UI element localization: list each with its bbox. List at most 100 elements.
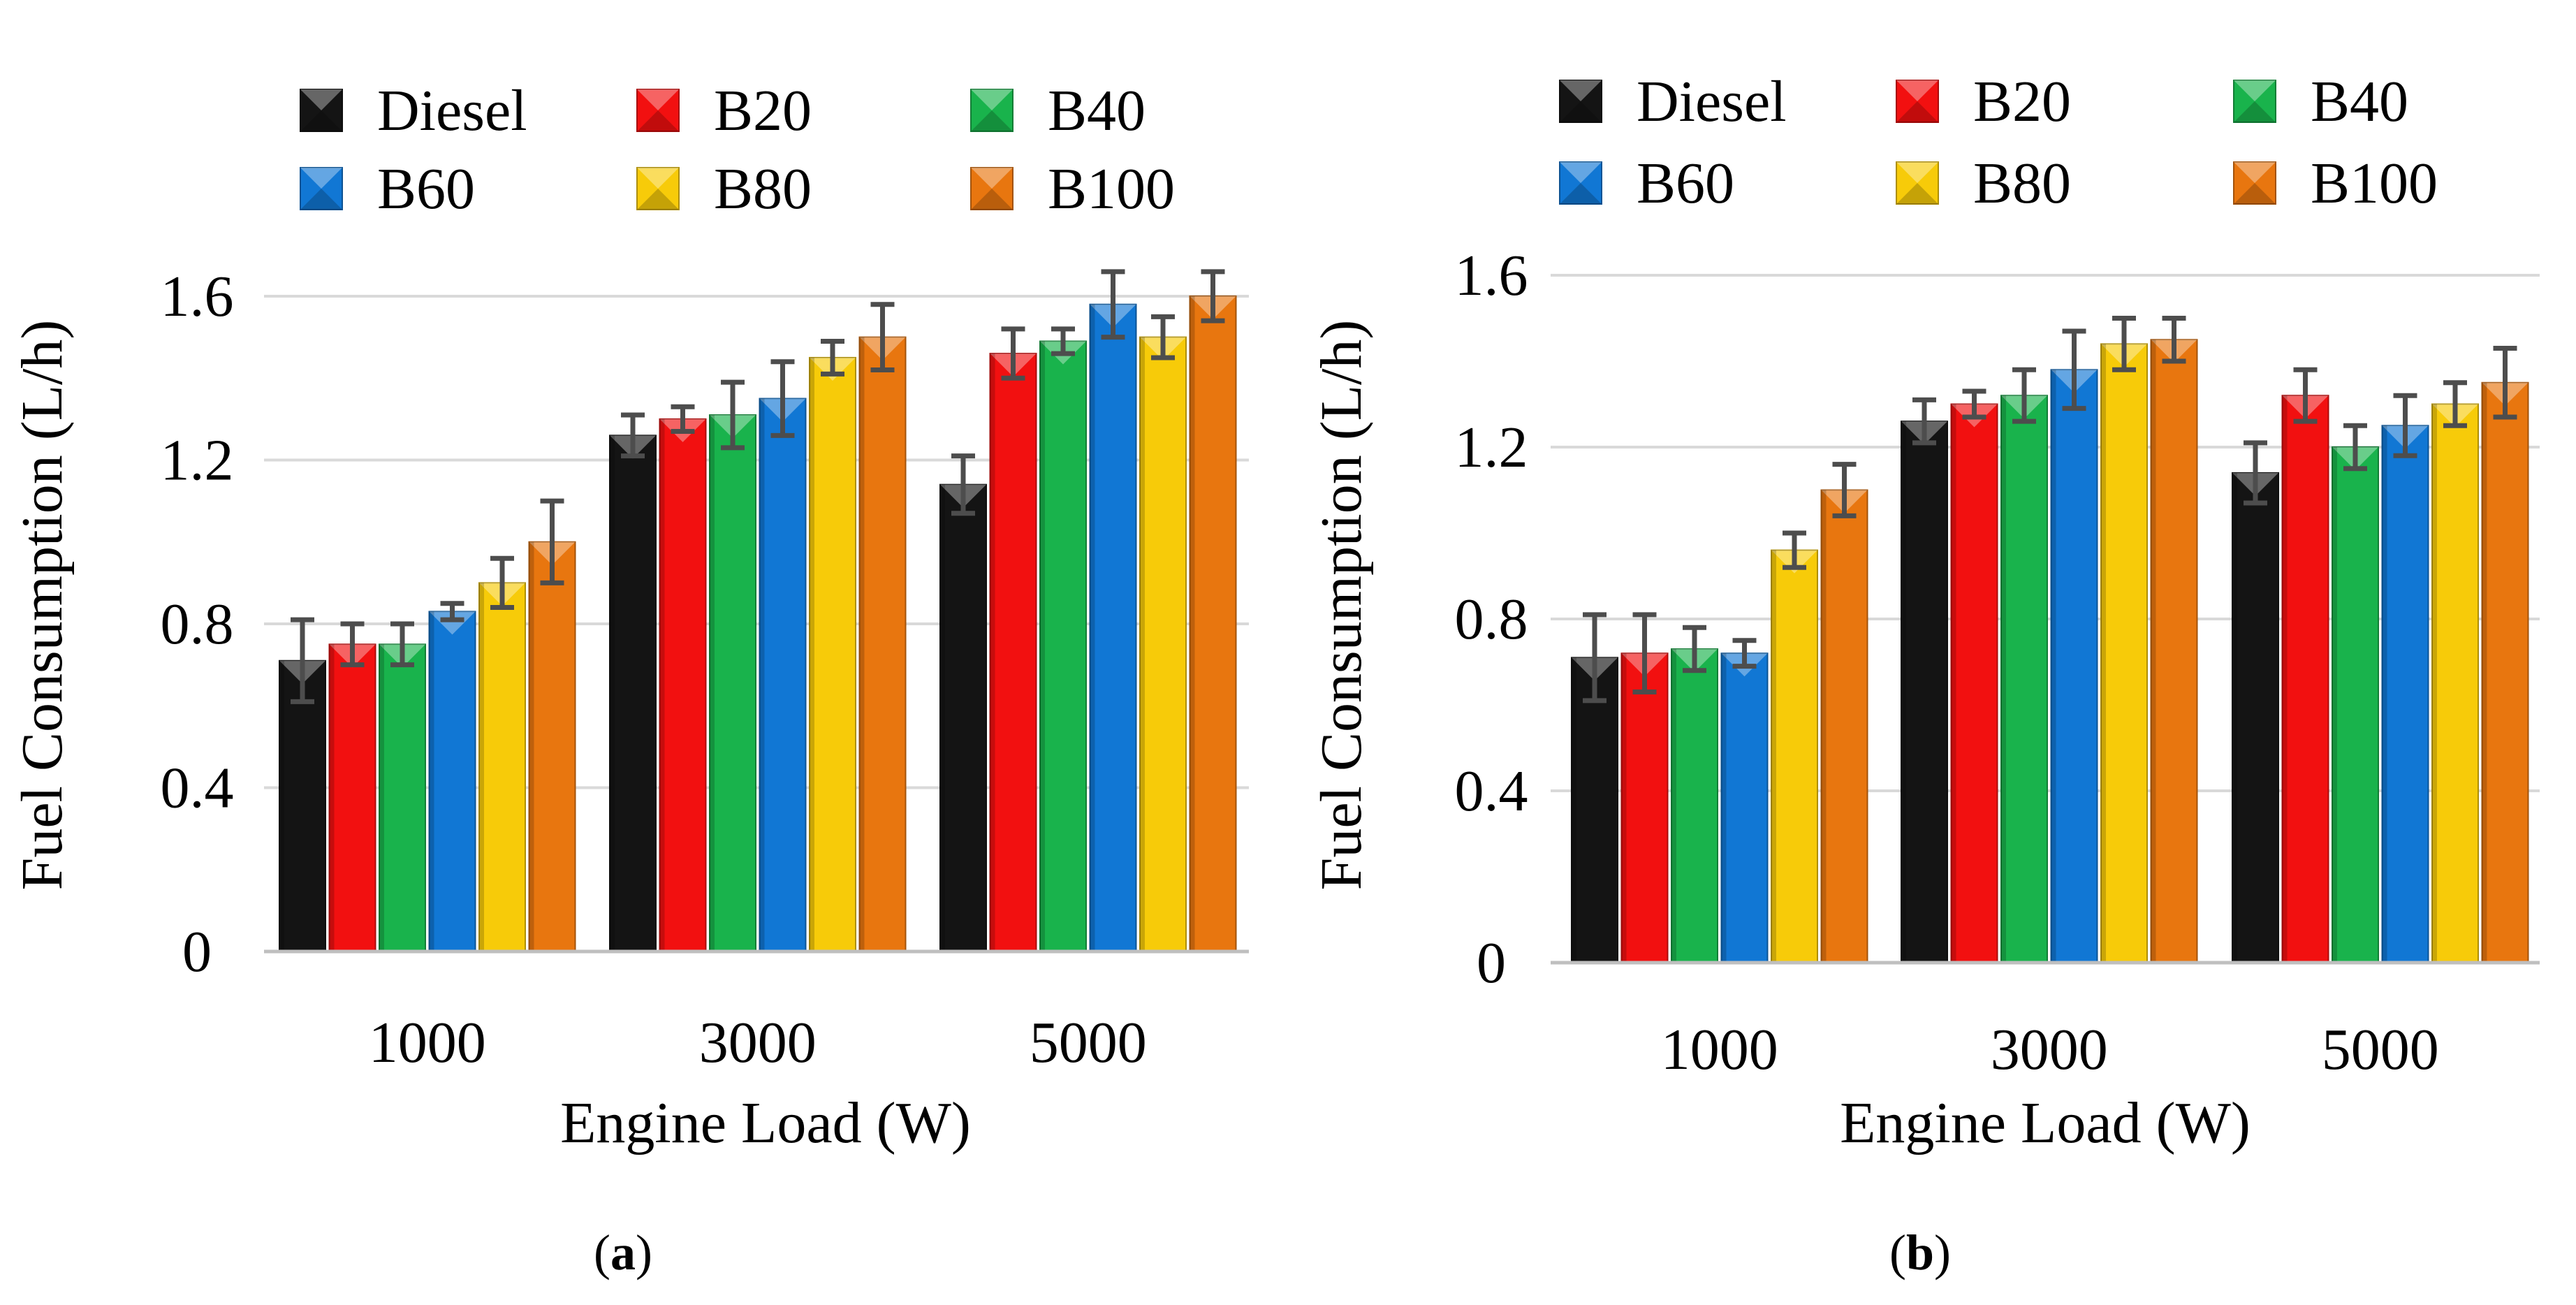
bar-shade (859, 337, 865, 952)
legend-swatch-b40 (970, 89, 1013, 132)
legend: Diesel B20 B40 B60 B80 B100 (1559, 69, 2438, 216)
legend-swatch-highlight (300, 89, 342, 110)
x-axis-title: Engine Load (W) (560, 1091, 971, 1155)
caption-paren: ( (594, 1225, 610, 1281)
bar-b40 (2332, 446, 2379, 963)
bar-b60 (759, 398, 807, 952)
bar-diesel (609, 435, 657, 952)
bar-shade (2332, 447, 2337, 963)
bar-diesel (1571, 657, 1618, 963)
bar-shade (1190, 296, 1195, 952)
legend-swatch-highlight (1896, 80, 1938, 101)
y-axis-title: Fuel Consumption (L/h) (1309, 320, 1374, 891)
legend-label: B80 (1973, 151, 2071, 216)
bar-shade (429, 611, 434, 952)
legend-swatch-highlight (2234, 162, 2276, 183)
bar-b100 (2150, 339, 2198, 963)
bar-b40 (709, 414, 756, 952)
caption-paren: ) (636, 1225, 652, 1281)
legend-swatch-shade (1896, 183, 1938, 204)
bar-b80 (1139, 336, 1187, 952)
panel-a: 0 0.4 0.8 1.2 1.6 1000 3000 5000 Engine Load (W)… (10, 78, 1249, 1281)
bar-shade (2001, 395, 2006, 963)
legend-swatch-highlight (971, 89, 1013, 110)
legend-swatch-shade (971, 189, 1013, 210)
bar-shade (2482, 382, 2487, 963)
legend-swatch-shade (1560, 183, 1602, 204)
legend-label: B40 (1048, 78, 1146, 143)
bar-shade (2232, 472, 2237, 963)
bar-shade (940, 484, 945, 952)
bar-shade (2051, 370, 2056, 963)
bar-shade (279, 660, 284, 952)
bar-b60 (2050, 369, 2098, 963)
bar-b20 (659, 418, 707, 952)
legend-label: B80 (714, 156, 812, 221)
legend-swatch-diesel (1559, 80, 1602, 123)
bar-shade (2382, 425, 2387, 963)
bar-b20 (989, 353, 1037, 952)
caption-paren: ) (1934, 1225, 1951, 1281)
legend-swatch-b20 (636, 89, 680, 132)
bar-shade (1771, 550, 1776, 963)
bar-diesel (939, 483, 987, 952)
bar-shade (810, 357, 814, 952)
bar-diesel (279, 659, 326, 952)
bar-shade (2151, 340, 2156, 963)
legend-swatch-b60 (1559, 161, 1602, 205)
legend-swatch-highlight (300, 168, 342, 189)
bar-b80 (809, 356, 856, 952)
bar-b20 (328, 643, 376, 952)
legend-swatch-highlight (1560, 80, 1602, 101)
legend-label: B100 (1048, 156, 1175, 221)
legend-swatch-highlight (2234, 80, 2276, 101)
panel-b: 0 0.4 0.8 1.2 1.6 1000 3000 5000 Engine Load (W)… (1309, 69, 2540, 1281)
y-axis-title: Fuel Consumption (L/h) (10, 320, 75, 891)
bar-b80 (2431, 403, 2479, 963)
bar-b80 (478, 582, 526, 952)
x-tick-label: 1000 (1661, 1017, 1778, 1082)
bar-shade (990, 353, 995, 952)
legend-label: B20 (1973, 69, 2071, 134)
legend-label: Diesel (377, 78, 527, 143)
legend-swatch-b80 (1896, 161, 1939, 205)
bar-shade (759, 398, 765, 952)
y-tick-label: 0.4 (1455, 759, 1528, 824)
caption-letter: a (610, 1225, 636, 1281)
x-tick-label: 5000 (1030, 1010, 1147, 1075)
bar-b20 (1620, 652, 1669, 963)
legend-swatch-shade (300, 110, 342, 131)
bar-b40 (1671, 648, 1718, 963)
y-tick-label: 1.6 (161, 264, 234, 329)
caption-letter: b (1906, 1225, 1934, 1281)
bar-shade (529, 541, 534, 952)
bar-shade (1671, 649, 1676, 963)
legend-swatch-highlight (637, 89, 679, 110)
bar-shade (1901, 421, 1906, 963)
legend-swatch-highlight (971, 168, 1013, 189)
bar-shade (659, 418, 665, 952)
legend-label: B60 (377, 156, 475, 221)
bar-shade (379, 644, 384, 952)
bar-shade (1090, 304, 1095, 952)
legend-swatch-b20 (1896, 80, 1939, 123)
legend-swatch-highlight (637, 168, 679, 189)
legend-label: B40 (2311, 69, 2408, 134)
bar-b100 (1820, 489, 1868, 963)
bar-b20 (1950, 403, 1998, 963)
x-tick-label: 5000 (2322, 1017, 2439, 1082)
bar-b100 (2481, 381, 2529, 963)
bar-b60 (1089, 303, 1137, 953)
y-tick-label: 1.2 (161, 428, 234, 493)
bar-shade (329, 644, 335, 952)
y-tick-label: 0.8 (161, 592, 234, 657)
legend-swatch-b80 (636, 167, 680, 210)
x-tick-label: 3000 (1991, 1017, 2108, 1082)
legend-label: B60 (1637, 151, 1734, 216)
legend-label: Diesel (1637, 69, 1787, 134)
legend-swatch-shade (1560, 101, 1602, 122)
panel-caption: (b) (1889, 1225, 1951, 1281)
bar-b100 (1189, 296, 1237, 952)
legend-swatch-shade (971, 110, 1013, 131)
legend-swatch-b40 (2233, 80, 2276, 123)
